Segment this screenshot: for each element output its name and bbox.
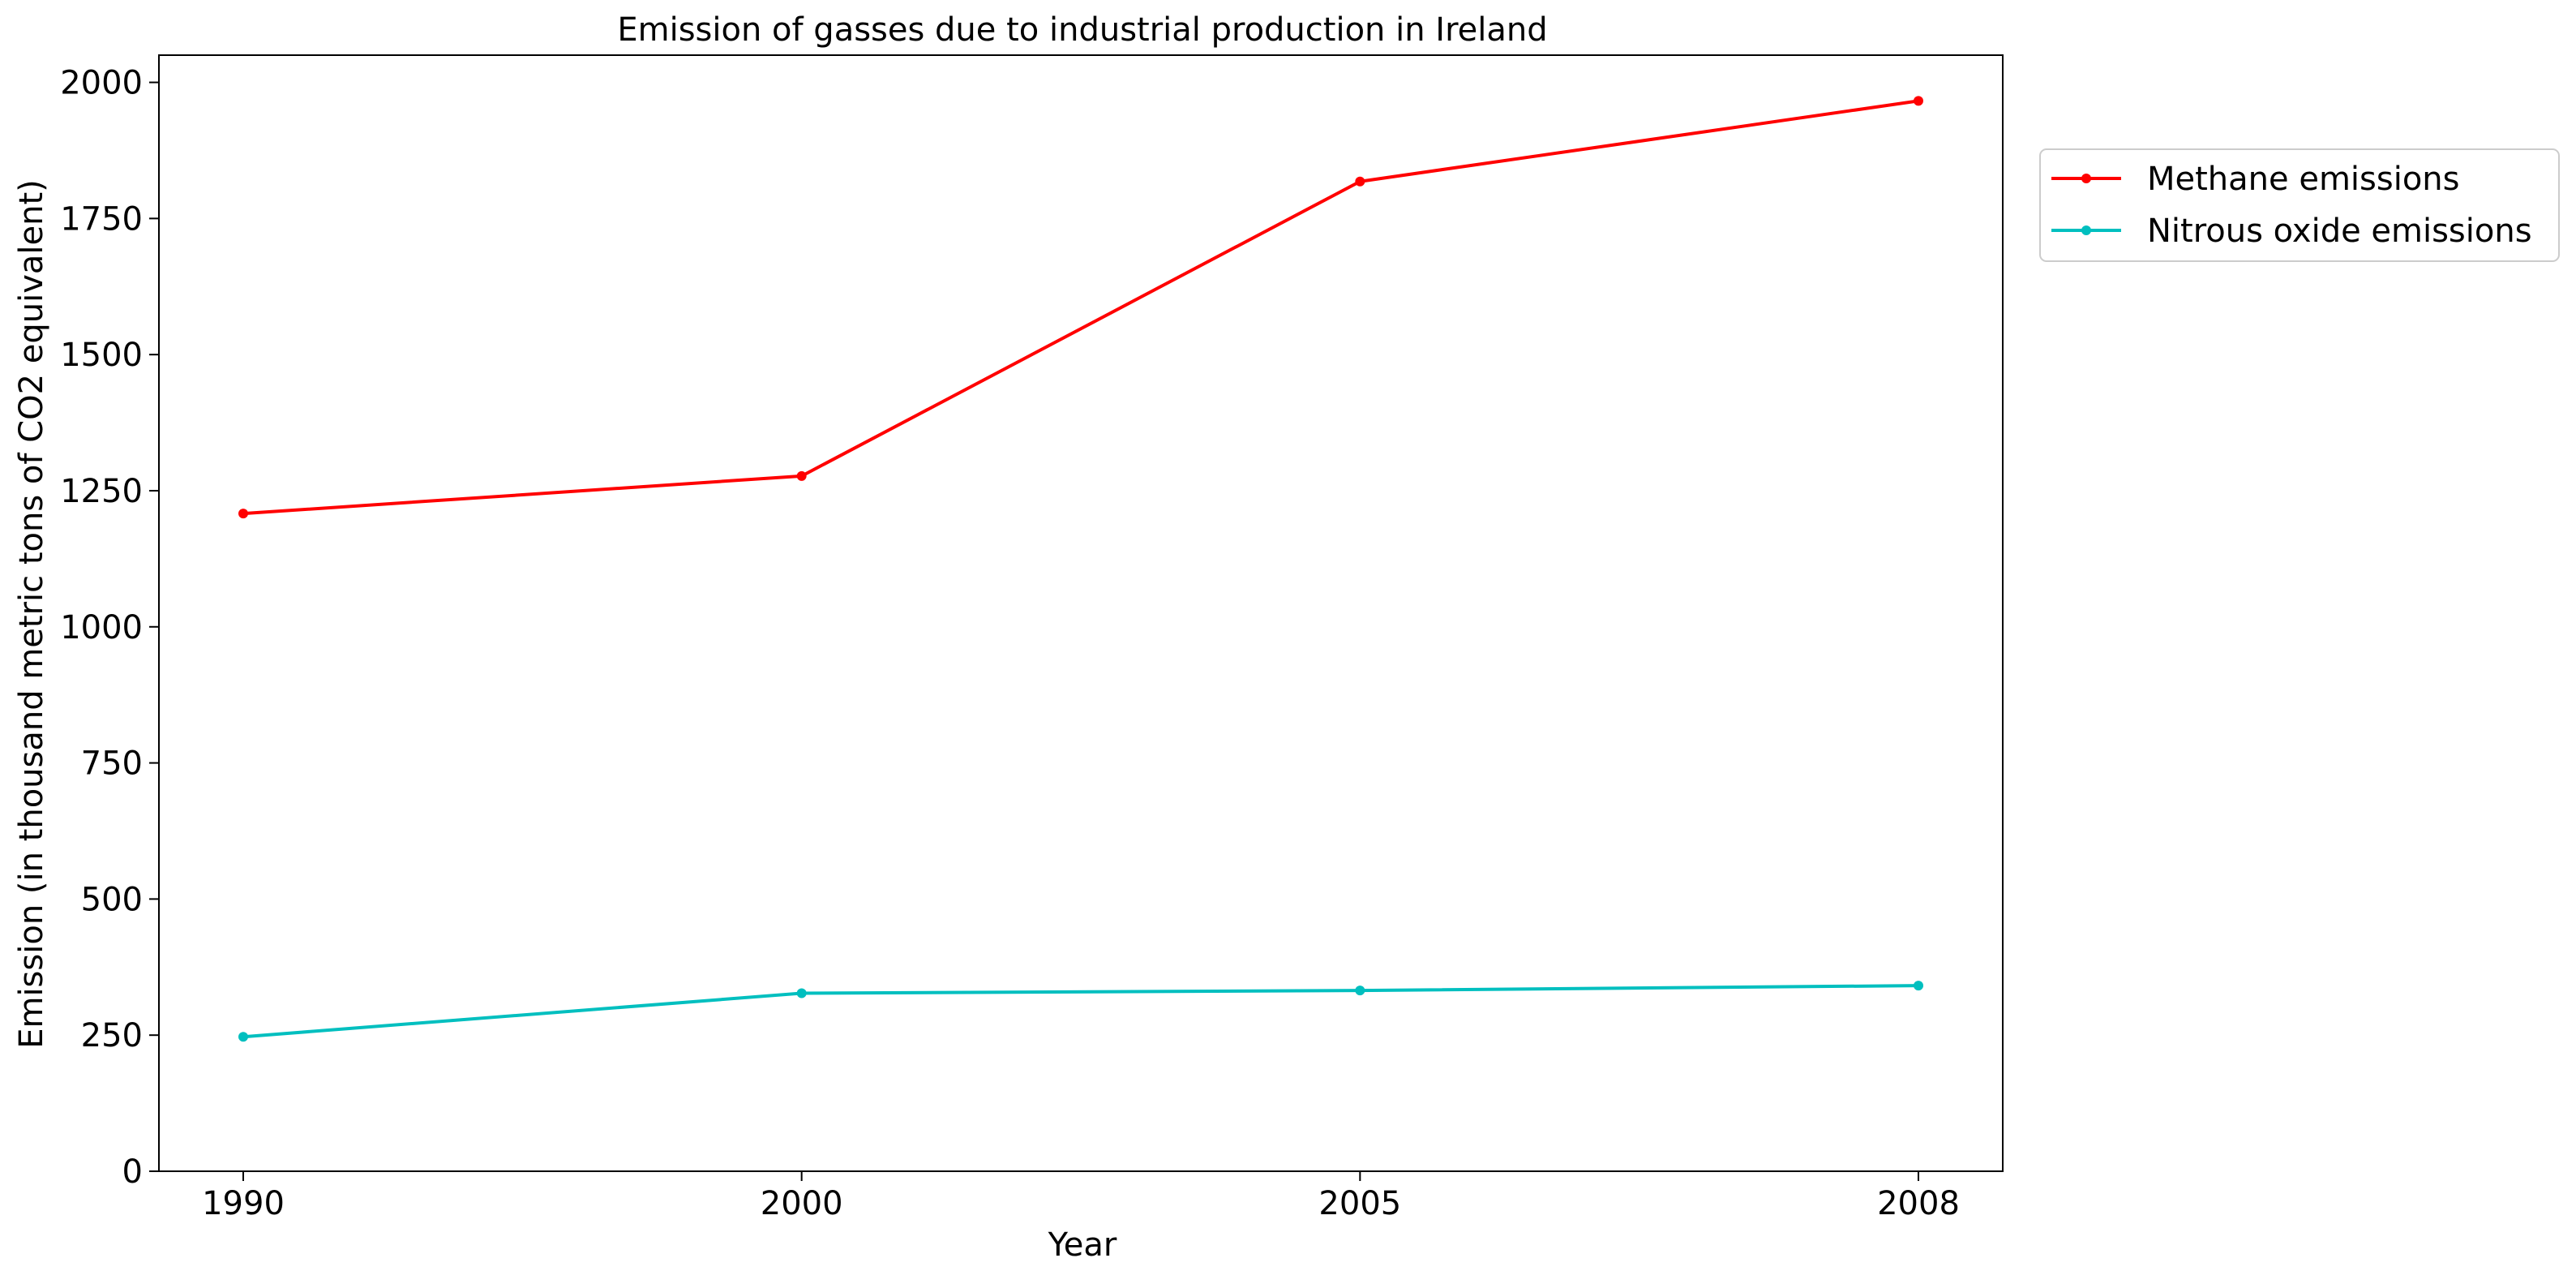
data-point bbox=[1355, 986, 1365, 996]
series-line-0 bbox=[242, 99, 1919, 516]
x-axis-title: Year bbox=[1048, 1226, 1117, 1264]
data-point bbox=[1914, 96, 1923, 106]
chart-title: Emission of gasses due to industrial pro… bbox=[617, 11, 1547, 49]
plot-frame bbox=[158, 54, 2004, 1172]
x-tick-label: 2000 bbox=[761, 1185, 843, 1222]
data-point bbox=[1914, 981, 1923, 991]
x-tick-label: 2005 bbox=[1318, 1185, 1401, 1222]
plot-area: 0 250 500 750 1000 1250 1500 1750 2000 1990 2000 20… bbox=[60, 54, 2004, 1222]
x-tick-label: 2008 bbox=[1877, 1185, 1960, 1222]
data-point bbox=[796, 988, 807, 998]
y-tick-label: 1250 bbox=[60, 473, 143, 510]
legend-marker-1 bbox=[2081, 225, 2091, 235]
y-tick-label: 1750 bbox=[60, 200, 143, 238]
y-tick-label: 2000 bbox=[60, 65, 143, 102]
y-tick-label: 1500 bbox=[60, 337, 143, 374]
legend-label-1: Nitrous oxide emissions bbox=[2147, 213, 2532, 250]
y-tick-label: 750 bbox=[81, 745, 143, 783]
legend-label-0: Methane emissions bbox=[2147, 161, 2460, 198]
data-point bbox=[238, 1032, 248, 1042]
y-tick-label: 1000 bbox=[60, 609, 143, 646]
data-point bbox=[238, 509, 248, 519]
y-tick-label: 0 bbox=[122, 1153, 143, 1191]
series-line-1 bbox=[242, 984, 1919, 1039]
legend-marker-0 bbox=[2081, 174, 2091, 183]
data-point bbox=[1355, 176, 1365, 187]
y-tick-label: 250 bbox=[81, 1017, 143, 1054]
y-axis-title: Emission (in thousand metric tons of CO2… bbox=[13, 179, 50, 1049]
y-tick-label: 500 bbox=[81, 881, 143, 918]
data-point bbox=[796, 470, 807, 481]
legend: Methane emissions Nitrous oxide emissions bbox=[2039, 148, 2560, 262]
legend-box bbox=[2039, 148, 2560, 262]
x-tick-label: 1990 bbox=[202, 1185, 285, 1222]
